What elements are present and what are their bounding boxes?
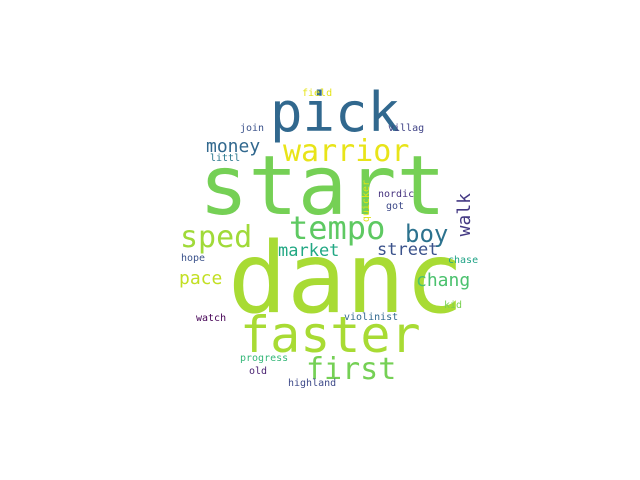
- word-chang: chang: [416, 270, 471, 291]
- word-field: field: [302, 88, 333, 99]
- word-nordic: nordic: [378, 189, 415, 200]
- word-chase: chase: [448, 255, 479, 266]
- word-boy: boy: [405, 220, 449, 248]
- word-hope: hope: [181, 253, 206, 264]
- word-danc: danc: [228, 222, 465, 336]
- word-tempo: tempo: [289, 209, 386, 247]
- word-littl: littl: [210, 153, 241, 164]
- word-market: market: [278, 241, 340, 261]
- word-kid: kid: [444, 300, 463, 311]
- word-join: join: [240, 123, 265, 134]
- word-faster: faster: [240, 306, 421, 364]
- word-pick: pick: [270, 81, 401, 144]
- word-got: got: [386, 201, 405, 212]
- word-warrior: warrior: [283, 134, 410, 169]
- word-violinist: violinist: [344, 312, 399, 323]
- word-pace: pace: [179, 268, 223, 289]
- word-watch: watch: [196, 313, 227, 324]
- word-villag: villag: [388, 123, 425, 134]
- word-start: start: [199, 139, 446, 234]
- word-old: old: [249, 366, 268, 377]
- word-progress: progress: [240, 353, 289, 364]
- word-walk: walk: [454, 193, 475, 237]
- word-first: first: [306, 352, 397, 387]
- word-street: street: [377, 240, 439, 260]
- word-money: money: [206, 136, 261, 157]
- word-quicker: quicker: [361, 180, 372, 223]
- word-sped: sped: [180, 220, 253, 255]
- word-highland: highland: [288, 378, 337, 389]
